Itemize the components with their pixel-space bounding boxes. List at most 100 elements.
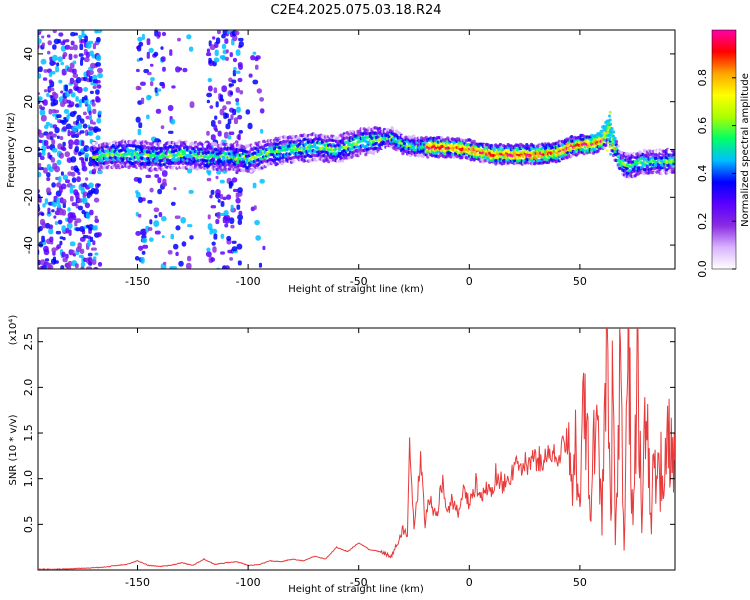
spectrogram-cell [252, 182, 257, 189]
spectrogram-cell [93, 266, 99, 269]
spectrogram-cell [245, 109, 251, 115]
spectrogram-cell [135, 155, 139, 159]
spectrogram-cell [182, 67, 188, 73]
spectrogram-cell [148, 47, 154, 53]
spectrogram-cell [238, 41, 244, 48]
spectrogram-cell [38, 196, 42, 203]
spectrogram-cell [236, 204, 241, 210]
spectrogram-cell [175, 251, 179, 257]
spectrogram-cell [70, 165, 75, 171]
spectrogram-cell [224, 265, 230, 269]
spectrogram-cell [672, 167, 675, 171]
spectrogram-cell [95, 135, 101, 141]
spectrogram-cell [341, 159, 345, 163]
spectrogram-cell [169, 49, 173, 56]
spectrogram-cell [70, 195, 74, 202]
spectrogram-cell [137, 86, 142, 91]
spectrogram-cell [308, 148, 312, 152]
spectrogram-cell [88, 126, 94, 131]
spectrogram-cell [75, 191, 80, 199]
spectrogram-cell [229, 257, 234, 261]
spectrogram-cell [38, 73, 42, 79]
spectrogram-cell [149, 187, 154, 193]
spectrogram-cell [81, 158, 85, 164]
spectrogram-cell [46, 34, 51, 38]
spectrogram-cell [88, 224, 94, 231]
spectrogram-cell [47, 207, 51, 215]
spectrogram-cell [85, 51, 90, 58]
figure-title: C2E4.2025.075.03.18.R24 [270, 3, 441, 18]
spectrogram-x-tick-label-neg-100: -100 [236, 275, 261, 288]
spectrogram-cell [70, 92, 76, 98]
spectrogram-cell [247, 122, 253, 130]
spectrogram-cell [232, 57, 238, 63]
spectrogram-cell [95, 97, 101, 103]
spectrogram-cell [48, 224, 54, 230]
spectrogram-cell [138, 41, 144, 47]
spectrogram-cell [69, 77, 75, 85]
spectrogram-cell [39, 156, 45, 161]
spectrogram-cell [672, 170, 675, 174]
spectrogram-cell [210, 257, 216, 262]
spectrogram-cell [160, 46, 164, 50]
spectrogram-cell [42, 99, 48, 106]
snr-y-multiplier: (x10⁴) [8, 315, 19, 346]
spectrogram-cell [167, 250, 173, 255]
spectrogram-cell [66, 222, 73, 230]
spectrogram-cell [49, 236, 54, 243]
spectrogram-cell [229, 217, 235, 224]
spectrogram-cell [46, 145, 50, 150]
spectrogram-cell [75, 263, 79, 269]
spectrogram-cell [135, 190, 139, 194]
spectrogram-cell [70, 156, 77, 163]
spectrogram-cell [222, 105, 227, 111]
snr-y-tick-label-0-5: 0.5 [22, 516, 35, 534]
spectrogram-cell [141, 197, 146, 202]
spectrogram-cell [672, 159, 675, 164]
colorbar-tick-label-0-2: 0.2 [696, 212, 709, 230]
spectrogram-cell [146, 51, 150, 59]
spectrogram-cell [45, 121, 51, 127]
snr-y-tick-label-2-5: 2.5 [22, 333, 35, 351]
spectrogram-cell [235, 87, 240, 93]
spectrogram-cell [94, 215, 98, 220]
spectrogram-cell [72, 253, 77, 257]
spectrogram-cell [608, 129, 612, 133]
spectrogram-cell [225, 56, 229, 61]
spectrogram-cell [239, 90, 244, 95]
spectrogram-cell [216, 170, 222, 175]
spectrogram-cell [136, 68, 140, 73]
spectrogram-cell [238, 37, 244, 42]
spectrogram-cell [148, 95, 152, 99]
spectrogram-cell [74, 167, 80, 173]
spectrogram-cell [230, 224, 235, 229]
spectrogram-marks [38, 30, 675, 269]
spectrogram-cell [96, 84, 102, 89]
spectrogram-cell [232, 35, 238, 42]
spectrogram-cell [84, 202, 91, 209]
spectrogram-cell [237, 219, 243, 226]
spectrogram-cell [74, 146, 79, 153]
spectrogram-cell [59, 136, 64, 141]
snr-x-tick-label-50: 50 [573, 576, 587, 589]
spectrogram-cell [230, 204, 234, 212]
spectrogram-cell [347, 132, 351, 136]
spectrogram-cell [170, 233, 175, 240]
spectrogram-cell [81, 96, 85, 103]
spectrogram-cell [38, 139, 44, 144]
spectrogram-cell [625, 152, 629, 156]
spectrogram-cell [215, 189, 221, 196]
spectrogram-cell [228, 83, 235, 87]
spectrogram-cell [608, 118, 612, 122]
snr-x-axis-label: Height of straight line (km) [288, 584, 424, 595]
spectrogram-cell [389, 128, 393, 133]
spectrogram-cell [78, 53, 84, 57]
spectrogram-cell [234, 140, 239, 145]
spectrogram-cell [212, 36, 216, 40]
spectrogram-cell [213, 87, 218, 94]
spectrogram-cell [236, 243, 243, 250]
spectrogram-cell [235, 197, 241, 204]
spectrogram-cell [235, 98, 240, 103]
spectrogram-cell [154, 174, 160, 178]
spectrogram-cell [38, 66, 43, 73]
